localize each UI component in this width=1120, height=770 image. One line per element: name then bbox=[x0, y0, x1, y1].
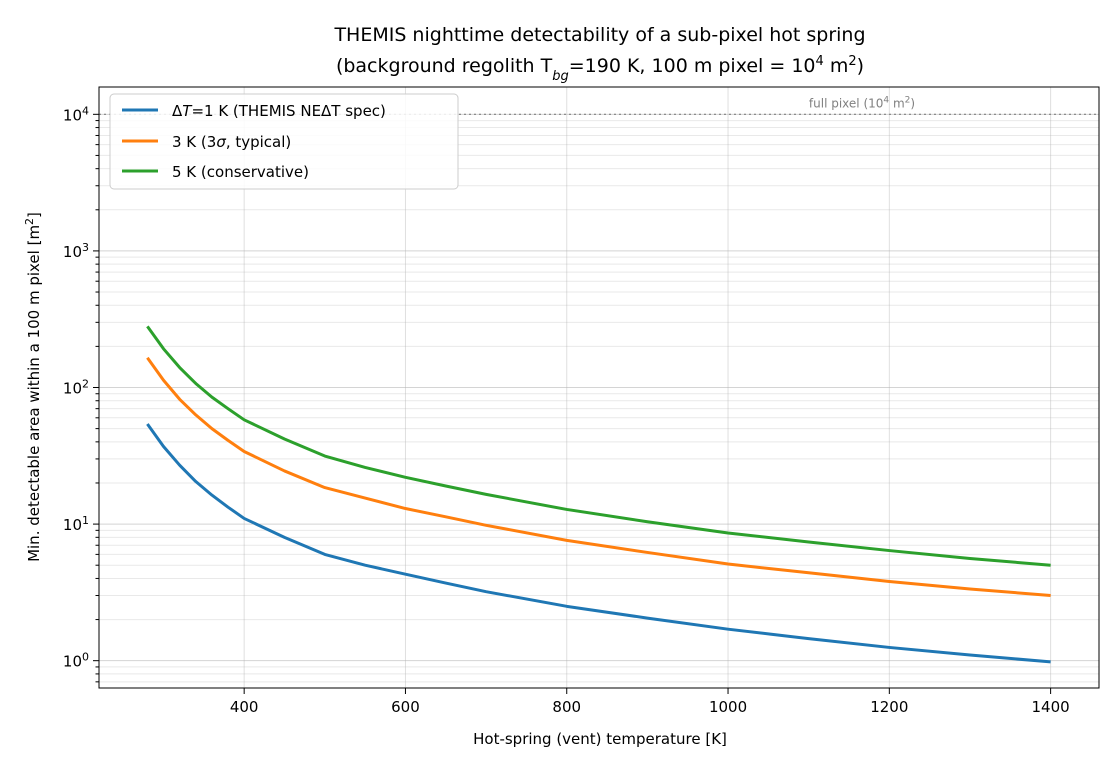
series-line-3 bbox=[146, 325, 1051, 567]
series-group bbox=[146, 325, 1051, 664]
legend-box bbox=[109, 93, 459, 190]
legend-label-1: ΔT=1 K (THEMIS NEΔT spec) bbox=[172, 102, 386, 120]
x-tick-label: 800 bbox=[552, 698, 581, 716]
series-line-1 bbox=[146, 423, 1051, 664]
x-axis-ticks: 400 600 800 1000 1200 1400 bbox=[230, 688, 1070, 716]
x-axis-label: Hot-spring (vent) temperature [K] bbox=[473, 730, 727, 748]
x-tick-label: 400 bbox=[230, 698, 259, 716]
y-axis-ticks: 100 101 102 103 104 bbox=[63, 104, 99, 683]
x-tick-label: 1000 bbox=[709, 698, 747, 716]
chart-title-line-2: (background regolith Tbg=190 K, 100 m pi… bbox=[336, 54, 864, 84]
x-tick-label: 600 bbox=[391, 698, 420, 716]
y-tick-label: 102 bbox=[63, 377, 89, 398]
series-line-2 bbox=[146, 356, 1051, 598]
y-tick-label: 104 bbox=[63, 104, 89, 125]
legend: ΔT=1 K (THEMIS NEΔT spec) 3 K (3σ, typic… bbox=[109, 93, 459, 190]
y-axis-label: Min. detectable area within a 100 m pixe… bbox=[23, 212, 44, 562]
y-tick-label: 103 bbox=[63, 240, 89, 261]
legend-label-3: 5 K (conservative) bbox=[172, 163, 309, 181]
grid bbox=[99, 87, 1099, 688]
x-tick-label: 1400 bbox=[1032, 698, 1070, 716]
chart-title-line-1: THEMIS nighttime detectability of a sub-… bbox=[333, 24, 865, 46]
full-pixel-annotation: full pixel (104 m2) bbox=[809, 95, 915, 110]
y-tick-label: 101 bbox=[63, 514, 89, 535]
legend-label-2: 3 K (3σ, typical) bbox=[172, 133, 291, 151]
x-tick-label: 1200 bbox=[870, 698, 908, 716]
y-tick-label: 100 bbox=[63, 650, 89, 671]
